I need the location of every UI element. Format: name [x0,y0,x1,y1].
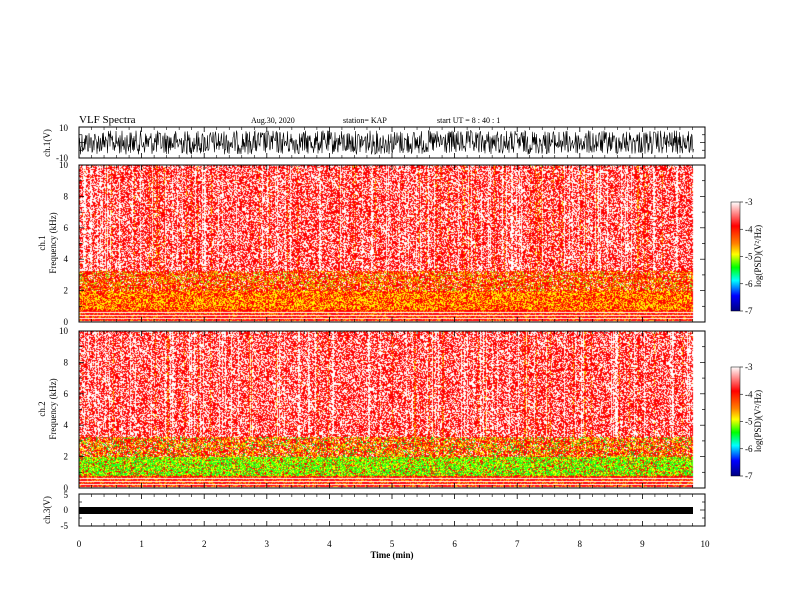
figure-title: VLF Spectra [79,114,136,126]
ch1-waveform-ylabel: ch.1(V) [42,129,52,157]
colorbar-tick-label: -3 [745,197,753,207]
colorbar-tick-label: -7 [745,306,753,316]
ch2-spectrogram-image [79,331,705,488]
spectrogram-ytick-label: 0 [64,483,69,493]
spectrogram-ytick-label: 2 [64,452,69,462]
x-tick-label: 6 [452,539,457,549]
colorbar-tick-label: -5 [745,252,753,262]
spectrogram-ytick-label: 10 [59,160,69,170]
ch1-spectrogram-ylabel-line2: Frequency (kHz) [48,212,58,273]
spectrogram-ytick-label: 0 [64,317,69,327]
ch3-waveform-trace [79,507,693,514]
ch3-waveform-panel: 5 0 -5 ch.3(V) 0 1 2 3 4 5 6 7 8 9 10 Time (min) [42,490,710,560]
x-tick-label: 5 [390,539,395,549]
spectrogram-ytick-label: 2 [64,286,69,296]
colorbar-ch2-gradient [730,366,741,477]
ch2-spectrogram-panel: 0 2 4 6 8 10 ch.2 Frequency (kHz) [37,326,706,493]
ch1-waveform-trace [78,129,694,156]
colorbar-tick-label: -6 [745,279,753,289]
colorbar-ch1-gradient [730,201,741,312]
x-tick-label: 10 [701,539,711,549]
figure-start-time: start UT = 8 : 40 : 1 [437,116,500,125]
ch1-waveform-ticks [78,126,706,159]
x-tick-label: 1 [139,539,144,549]
ch1-waveform-panel: 10 -10 ch.1(V) [42,123,706,163]
colorbar-tick-label: -3 [745,362,753,372]
ch1-ytick-10: 10 [59,123,69,133]
colorbar-tick-label: -6 [745,444,753,454]
colorbar-tick-label: -4 [745,224,753,234]
ch1-spectrogram-ylabel-line1: ch.1 [37,235,47,250]
colorbar-tick-label: -7 [745,471,753,481]
spectrogram-ytick-label: 8 [64,191,69,201]
ch3-waveform-ticks [78,493,706,527]
x-tick-label: 9 [640,539,645,549]
x-tick-label: 4 [327,539,332,549]
spectrogram-ytick-label: 4 [64,420,69,430]
colorbar-tick-label: -5 [745,417,753,427]
ch3-waveform-ylabel: ch.3(V) [42,496,52,524]
x-tick-label: 8 [578,539,583,549]
figure-date: Aug.30, 2020 [251,116,295,125]
spectrogram-ytick-label: 10 [59,326,69,336]
ch3-ytick-0: 0 [64,505,69,515]
colorbar-tick-label: -4 [745,389,753,399]
ch1-spectrogram-panel: 0 2 4 6 8 10 ch.1 Frequency (kHz) [37,160,706,327]
ch3-ytick-neg5: -5 [61,521,69,531]
x-tick-label: 3 [265,539,270,549]
x-axis-label: Time (min) [370,550,413,560]
ch3-ytick-5: 5 [64,490,69,500]
colorbar-ch1: -3 -4 -5 -6 -7 log(PSD)(V²/Hz) [730,197,763,316]
colorbar-ch2-label: log(PSD)(V²/Hz) [753,390,763,452]
spectrogram-ytick-label: 6 [64,223,69,233]
ch2-spectrogram-ylabel-line2: Frequency (kHz) [48,378,58,439]
colorbar-ch1-label: log(PSD)(V²/Hz) [753,225,763,287]
figure-station: station= KAP [343,116,387,125]
ch1-ytick-neg10: -10 [56,153,68,163]
spectrogram-ytick-label: 4 [64,254,69,264]
ch1-spectrogram-ticks [78,164,706,323]
spectrogram-ytick-label: 8 [64,357,69,367]
x-tick-label: 0 [77,539,82,549]
ch2-spectrogram-ylabel-line1: ch.2 [37,401,47,416]
colorbar-ch2: -3 -4 -5 -6 -7 log(PSD)(V²/Hz) [730,362,763,481]
x-tick-label: 7 [515,539,520,549]
x-tick-label: 2 [202,539,207,549]
ch1-spectrogram-image [79,165,705,322]
ch2-spectrogram-ticks [78,330,706,489]
spectrogram-ytick-label: 6 [64,389,69,399]
